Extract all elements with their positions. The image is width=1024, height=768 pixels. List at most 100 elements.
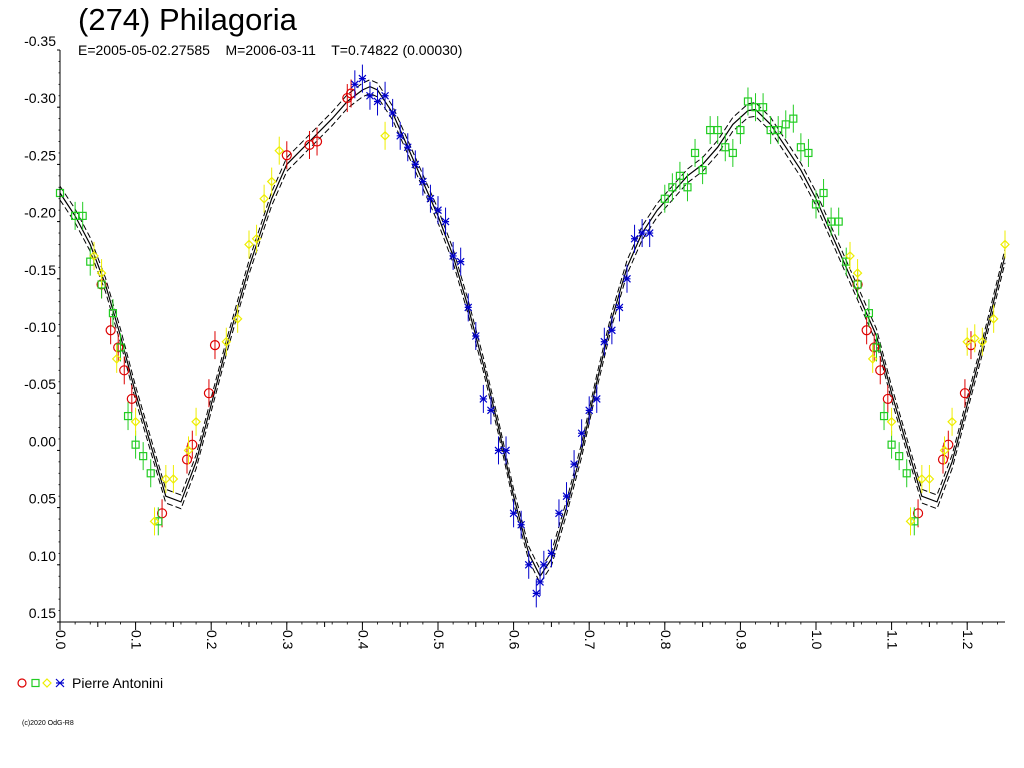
- data-point: [78, 211, 87, 220]
- y-tick-label: -0.15: [24, 262, 56, 278]
- fit-curve-lower: [59, 92, 1006, 585]
- legend-star-marker: [55, 678, 65, 688]
- legend-label: Pierre Antonini: [72, 675, 164, 691]
- data-point: [570, 460, 579, 469]
- x-tick-label: 0.5: [431, 630, 447, 650]
- data-point: [311, 136, 323, 147]
- data-point: [181, 454, 193, 465]
- data-point: [547, 549, 556, 558]
- x-tick-label: 0.2: [204, 630, 220, 650]
- data-point: [108, 309, 118, 318]
- x-tick-label: 0.4: [355, 630, 371, 650]
- data-point: [962, 336, 973, 347]
- data-point: [905, 516, 916, 527]
- data-point: [675, 171, 685, 180]
- data-point: [130, 416, 141, 427]
- fit-curve-upper: [59, 79, 1006, 571]
- data-point: [811, 200, 821, 209]
- data-point: [690, 148, 700, 158]
- x-tick-label: 1.1: [885, 630, 901, 650]
- data-point: [486, 406, 495, 415]
- data-point: [875, 365, 886, 376]
- data-point: [796, 143, 805, 152]
- series-diamond: [89, 121, 1010, 536]
- y-tick-label: 0.10: [29, 548, 56, 564]
- data-point: [736, 125, 745, 135]
- y-tick-label: 0.05: [29, 491, 56, 507]
- data-point: [623, 274, 631, 283]
- x-tick-label: 0.8: [658, 630, 674, 650]
- data-point: [426, 194, 435, 203]
- series-star: [350, 64, 654, 608]
- y-tick-label: -0.05: [24, 376, 56, 392]
- data-point: [113, 342, 124, 353]
- y-tick-label: -0.10: [24, 319, 56, 335]
- data-point: [509, 509, 518, 518]
- data-point: [743, 97, 753, 106]
- data-point: [615, 303, 624, 312]
- data-point: [600, 337, 609, 346]
- data-point: [1000, 239, 1010, 250]
- data-point: [536, 578, 544, 586]
- data-point: [845, 251, 855, 261]
- data-point: [886, 416, 897, 427]
- data-point: [221, 336, 232, 347]
- y-tick-label: -0.35: [24, 33, 56, 49]
- data-point: [345, 88, 357, 99]
- data-point: [259, 193, 269, 204]
- data-point: [668, 183, 677, 192]
- data-point: [358, 74, 367, 83]
- data-point: [555, 509, 563, 518]
- data-point: [895, 452, 904, 461]
- data-point: [123, 411, 133, 421]
- axes: -0.35 -0.30 -0.25 -0.20 -0.15 -0.10 -0.05 0.00 0…: [24, 33, 1005, 650]
- data-point: [350, 80, 359, 89]
- legend-markers: [17, 678, 65, 688]
- data-point: [819, 188, 828, 198]
- data-point: [577, 429, 586, 438]
- data-point: [281, 150, 292, 161]
- data-point: [937, 454, 949, 465]
- x-tick-label: 1.2: [960, 630, 976, 650]
- data-point: [867, 354, 878, 364]
- data-point: [789, 114, 798, 123]
- data-point: [864, 309, 874, 318]
- data-point: [456, 257, 465, 266]
- data-point: [916, 474, 927, 484]
- data-point: [266, 176, 277, 187]
- data-point: [861, 325, 872, 336]
- data-point: [502, 446, 510, 455]
- data-point: [89, 251, 99, 261]
- legend-square-marker: [31, 678, 40, 688]
- data-point: [713, 125, 722, 135]
- data-point: [381, 91, 390, 100]
- data-point: [947, 416, 957, 427]
- data-point: [539, 560, 548, 569]
- data-point: [882, 393, 893, 405]
- data-point: [251, 233, 262, 244]
- y-tick-label: -0.30: [24, 90, 56, 106]
- data-point: [209, 340, 221, 351]
- data-point: [232, 313, 243, 324]
- data-point: [887, 440, 896, 449]
- data-point: [388, 108, 397, 117]
- fit-curve: [59, 85, 1006, 578]
- x-tick-label: 0.0: [53, 630, 69, 650]
- data-point: [758, 103, 768, 112]
- data-point: [774, 125, 783, 135]
- data-point: [131, 440, 140, 449]
- data-point: [943, 439, 954, 450]
- data-point: [834, 217, 843, 226]
- data-point: [187, 439, 198, 450]
- data-point: [562, 492, 571, 501]
- data-point: [434, 206, 442, 215]
- data-point: [781, 120, 790, 129]
- data-point: [630, 234, 639, 243]
- x-tick-label: 0.3: [280, 630, 296, 650]
- x-tick-label: 0.6: [507, 630, 523, 650]
- data-point: [380, 130, 390, 141]
- x-tick-label: 0.7: [582, 630, 598, 650]
- chart-title: (274) Philagoria: [78, 2, 297, 37]
- data-point: [683, 183, 692, 192]
- data-point: [879, 411, 889, 421]
